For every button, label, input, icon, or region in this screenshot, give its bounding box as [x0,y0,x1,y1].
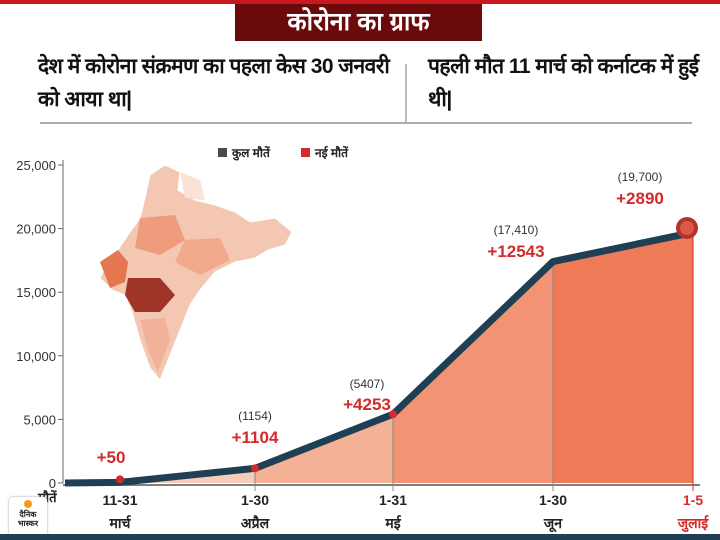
new-deaths-label: +12543 [487,242,544,261]
y-tick-label: 10,000 [16,349,56,364]
chart-legend: कुल मौतें नई मौतें [218,146,349,161]
data-point [116,475,124,484]
x-tick-range: 11-31 [102,492,137,508]
legend-swatch-new [301,148,310,157]
virus-icon [676,217,698,239]
y-tick-label: 25,000 [16,158,56,173]
logo-text: भास्कर [17,519,39,528]
divider [405,64,407,122]
bottom-bar [0,534,720,540]
total-deaths-label: (5407) [350,377,385,391]
y-tick-label: 5,000 [23,412,56,427]
x-tick-month: जुलाई [677,515,710,533]
deaths-chart: कुल मौतें नई मौतें 0 5,000 10,000 15,000 20,… [16,146,710,533]
x-tick-range: 1-30 [539,492,567,508]
legend-swatch-total [218,148,227,157]
area-segment [393,261,553,483]
page-title: कोरोना का ग्राफ [235,4,482,41]
total-deaths-label: (19,700) [618,170,663,184]
x-tick-month: जून [543,515,563,533]
fact-first-death: पहली मौत 11 मार्च को कर्नाटक में हुई थी| [428,55,699,111]
y-tick-label: 15,000 [16,285,56,300]
new-deaths-label: +1104 [232,428,279,447]
new-deaths-label: +2890 [616,189,664,208]
total-deaths-label: (17,410) [494,223,539,237]
x-tick-range: 1-30 [241,492,269,508]
x-tick-range: 1-31 [379,492,407,508]
total-deaths-line [64,228,694,487]
legend-label-total: कुल मौतें [231,146,271,161]
x-tick-range: 1-5 [683,492,703,508]
x-tick-month: मई [384,515,401,531]
new-deaths-label: +4253 [343,395,391,414]
x-tick-month: अप्रैल [241,515,270,531]
y-tick-label: 0 [49,476,56,491]
data-point [389,410,397,419]
top-accent-bar [0,0,720,4]
logo-text: दैनिक [19,510,37,519]
dainik-bhaskar-logo: दैनिक भास्कर [9,497,47,537]
data-point [251,464,259,473]
y-tick-label: 20,000 [16,222,56,237]
total-deaths-label: (1154) [238,409,272,423]
divider [40,122,692,124]
india-map [99,164,293,381]
legend-label-new: नई मौतें [314,146,349,160]
x-tick-month: मार्च [109,515,132,531]
fact-first-case: देश में कोरोना संक्रमण का पहला केस 30 जन… [38,55,390,111]
new-deaths-label: +50 [97,448,126,467]
area-segment [553,232,693,483]
